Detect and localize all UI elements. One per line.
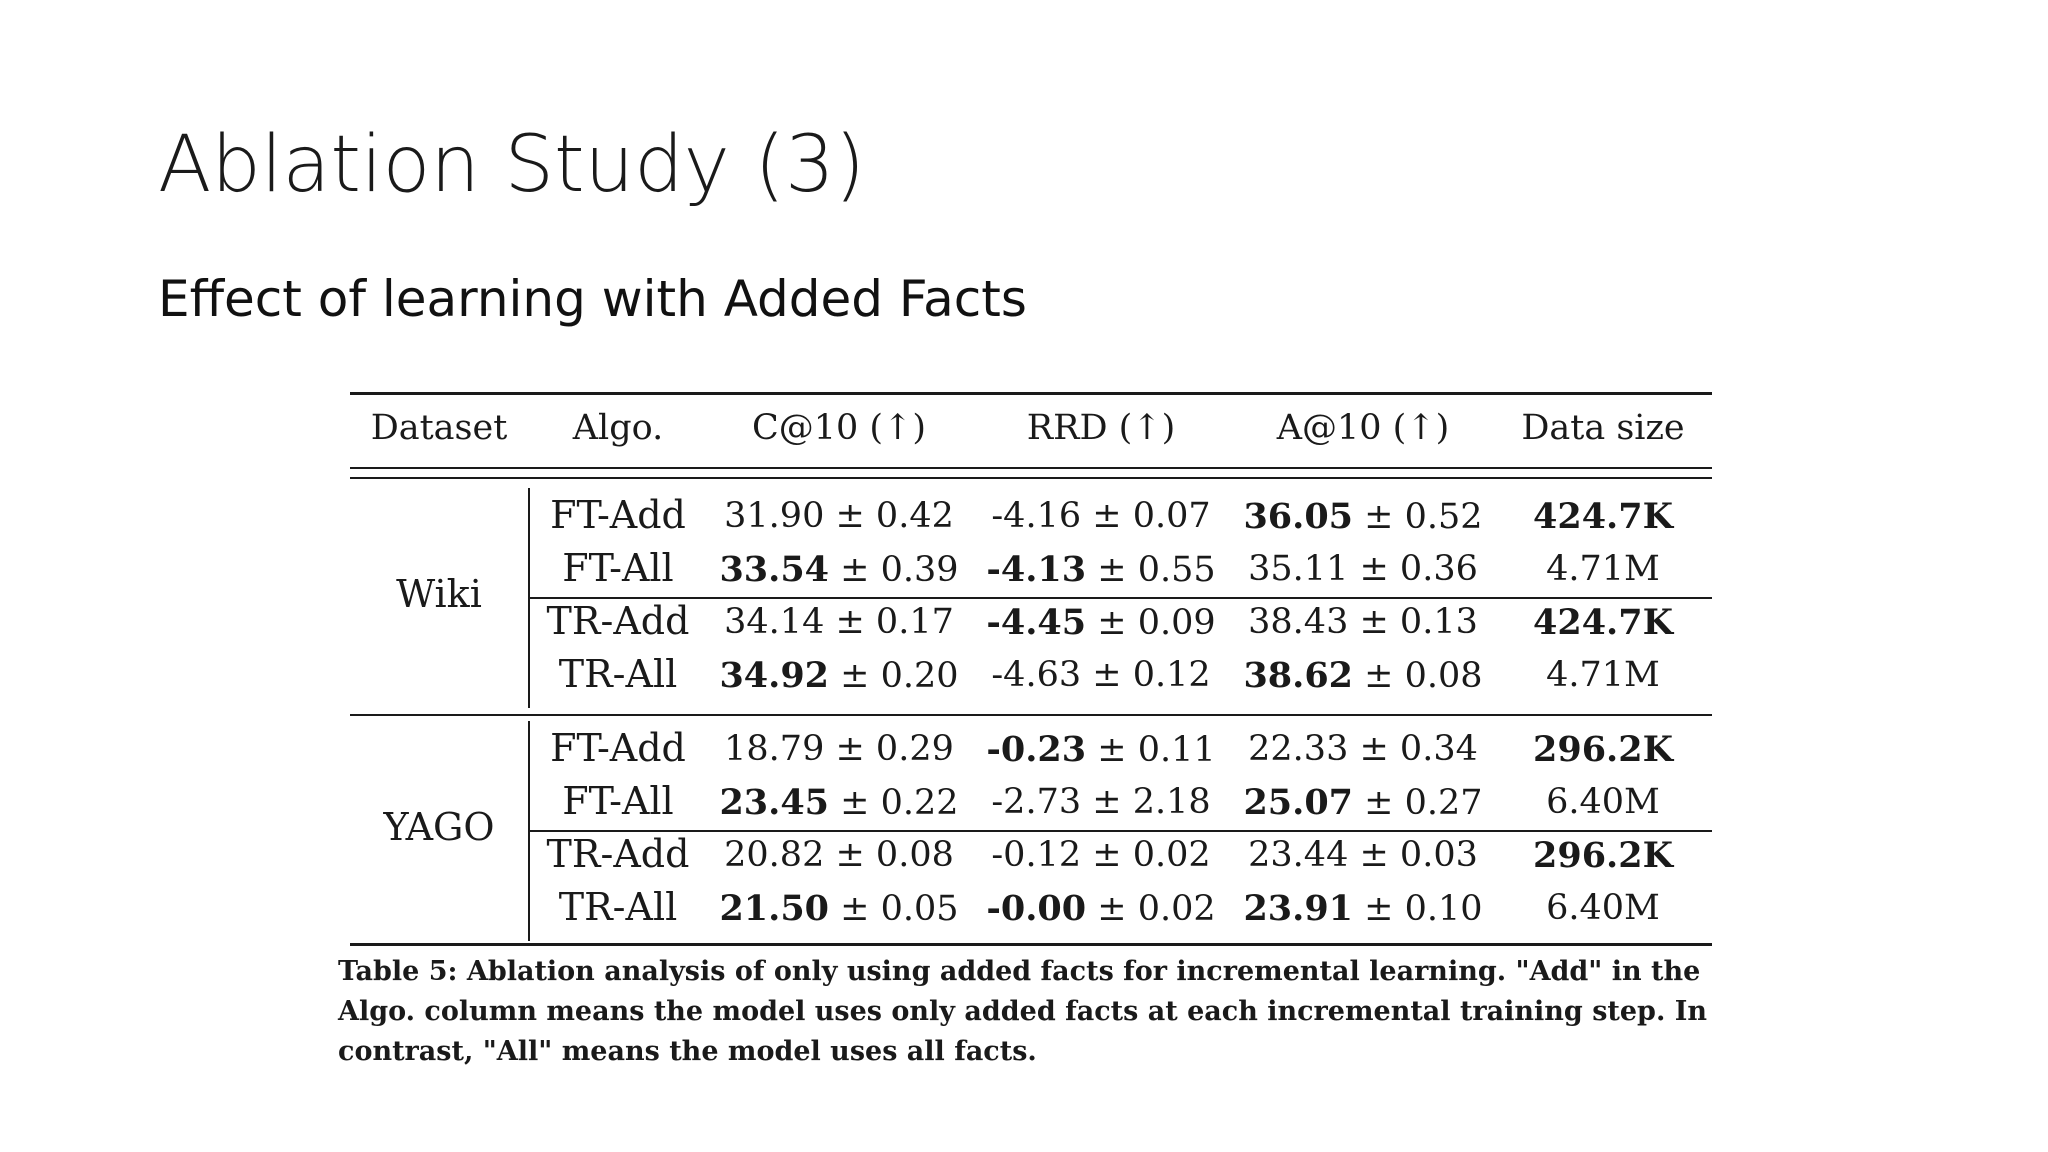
header-c10: C@10 (↑) bbox=[751, 408, 927, 448]
table-cell-rrd: -4.16 ± 0.07 bbox=[991, 496, 1211, 536]
table-cell-rrd: -0.23 ± 0.11 bbox=[986, 729, 1216, 770]
header-a10: A@10 (↑) bbox=[1276, 408, 1450, 448]
table-cell-size: 296.2K bbox=[1532, 835, 1674, 876]
table-cell-rrd: -0.00 ± 0.02 bbox=[986, 888, 1216, 929]
table-cell-a10: 38.62 ± 0.08 bbox=[1243, 655, 1483, 696]
table-cell-a10: 36.05 ± 0.52 bbox=[1243, 496, 1483, 537]
table-cell-c10: 31.90 ± 0.42 bbox=[724, 496, 954, 536]
dataset-divider bbox=[528, 721, 530, 941]
table-cell-c10: 34.92 ± 0.20 bbox=[719, 655, 959, 696]
table-cell-c10: 21.50 ± 0.05 bbox=[719, 888, 959, 929]
table-cell-rrd: -4.13 ± 0.55 bbox=[986, 549, 1216, 590]
header-rule bbox=[350, 467, 1712, 469]
table-cell-a10: 23.91 ± 0.10 bbox=[1243, 888, 1483, 929]
table-cell-size: 4.71M bbox=[1546, 549, 1660, 589]
table-cell-algo: TR-Add bbox=[546, 832, 690, 876]
subgroup-rule bbox=[530, 597, 1712, 599]
table-cell-size: 424.7K bbox=[1532, 602, 1674, 643]
subgroup-rule bbox=[530, 830, 1712, 832]
table-cell-size: 424.7K bbox=[1532, 496, 1674, 537]
table-cell-rrd: -4.63 ± 0.12 bbox=[991, 655, 1211, 695]
header-rule-double bbox=[350, 477, 1712, 479]
table-cell-algo: FT-All bbox=[562, 546, 674, 590]
table-bottom-rule bbox=[350, 943, 1712, 946]
table-cell-size: 6.40M bbox=[1546, 888, 1660, 928]
table-cell-algo: FT-Add bbox=[550, 493, 686, 537]
table-cell-a10: 23.44 ± 0.03 bbox=[1248, 835, 1478, 875]
table-cell-size: 6.40M bbox=[1546, 782, 1660, 822]
table-cell-size: 4.71M bbox=[1546, 655, 1660, 695]
table-cell-a10: 25.07 ± 0.27 bbox=[1243, 782, 1483, 823]
header-data-size: Data size bbox=[1521, 408, 1685, 448]
table-cell-c10: 34.14 ± 0.17 bbox=[724, 602, 954, 642]
dataset-label: YAGO bbox=[383, 805, 495, 849]
dataset-label: Wiki bbox=[396, 572, 482, 616]
slide-subtitle: Effect of learning with Added Facts bbox=[158, 270, 1027, 328]
table-cell-c10: 18.79 ± 0.29 bbox=[724, 729, 954, 769]
table-cell-a10: 22.33 ± 0.34 bbox=[1248, 729, 1478, 769]
table-cell-algo: TR-Add bbox=[546, 599, 690, 643]
table-cell-c10: 23.45 ± 0.22 bbox=[719, 782, 959, 823]
table-cell-algo: FT-All bbox=[562, 779, 674, 823]
dataset-divider bbox=[528, 488, 530, 708]
table-cell-algo: TR-All bbox=[558, 652, 678, 696]
header-algo: Algo. bbox=[572, 408, 664, 448]
table-cell-algo: FT-Add bbox=[550, 726, 686, 770]
group-separator-rule bbox=[350, 714, 1712, 716]
table-caption: Table 5: Ablation analysis of only using… bbox=[338, 956, 1707, 1067]
table-cell-rrd: -2.73 ± 2.18 bbox=[991, 782, 1211, 822]
table-cell-algo: TR-All bbox=[558, 885, 678, 929]
table-cell-a10: 38.43 ± 0.13 bbox=[1248, 602, 1478, 642]
table-cell-c10: 33.54 ± 0.39 bbox=[719, 549, 959, 590]
table-cell-size: 296.2K bbox=[1532, 729, 1674, 770]
table-cell-rrd: -4.45 ± 0.09 bbox=[986, 602, 1216, 643]
table-top-rule bbox=[350, 392, 1712, 395]
table-cell-c10: 20.82 ± 0.08 bbox=[724, 835, 954, 875]
table-cell-rrd: -0.12 ± 0.02 bbox=[991, 835, 1211, 875]
header-rrd: RRD (↑) bbox=[1026, 408, 1176, 448]
table-cell-a10: 35.11 ± 0.36 bbox=[1248, 549, 1478, 589]
header-dataset: Dataset bbox=[370, 408, 508, 448]
slide-title: Ablation Study (3) bbox=[158, 120, 866, 210]
